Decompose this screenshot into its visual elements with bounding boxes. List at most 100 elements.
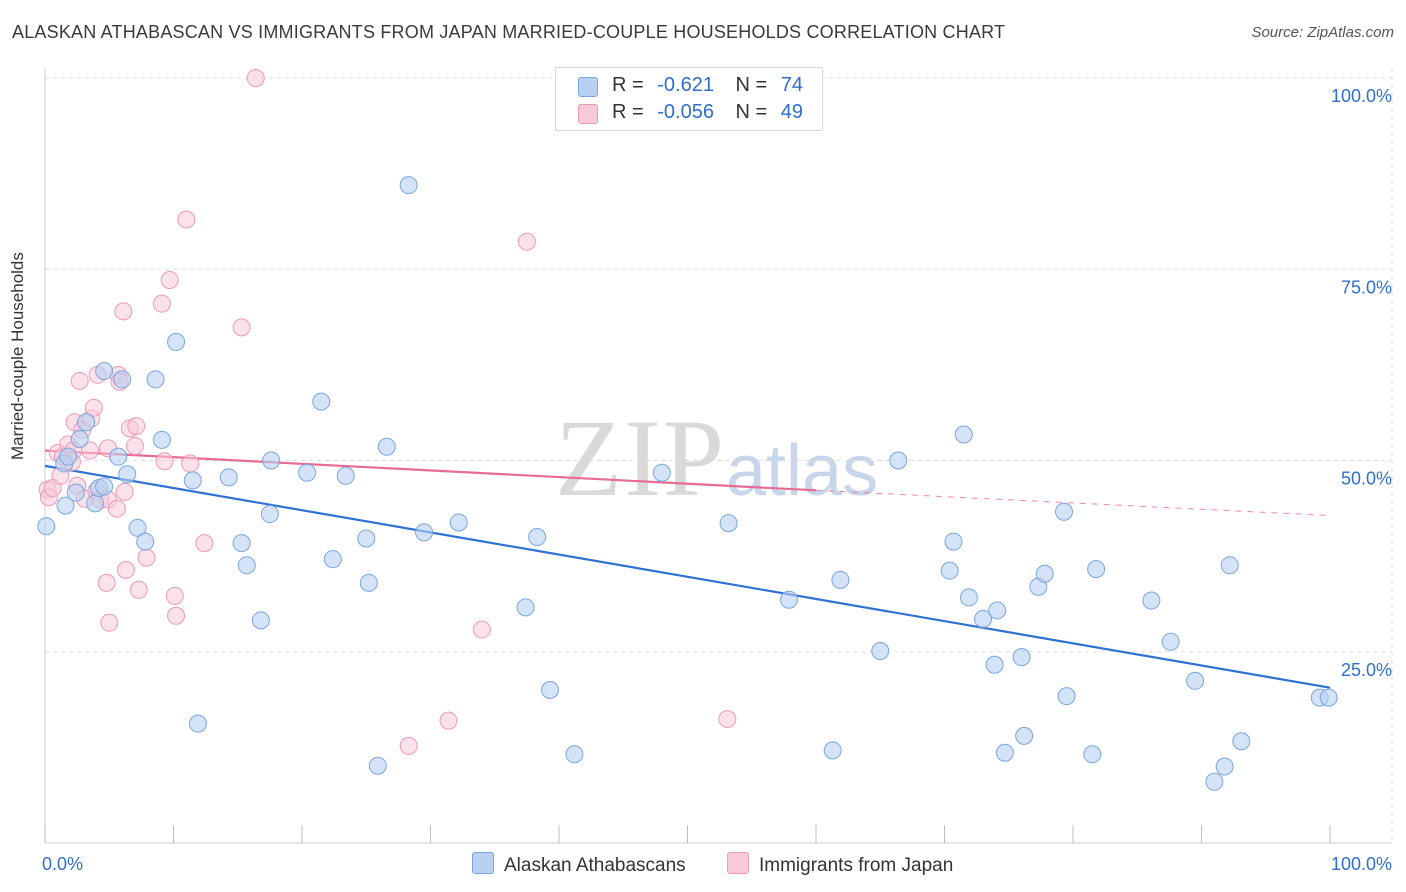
athabascan-point	[70, 430, 89, 449]
correlation-legend: R = -0.621 N = 74 R = -0.056 N = 49	[555, 67, 823, 131]
athabascan-point	[974, 609, 993, 628]
japan-point	[97, 573, 116, 592]
athabascan-point	[1057, 687, 1076, 706]
athabascan-point	[56, 496, 75, 515]
legend-swatch-pink	[578, 104, 598, 124]
athabascan-point	[260, 505, 279, 524]
x-tick-label: 100.0%	[1331, 854, 1392, 874]
athabascan-point	[1142, 591, 1161, 610]
athabascan-point	[399, 176, 418, 195]
athabascan-point	[377, 437, 396, 456]
legend-n-label: N =	[735, 101, 768, 123]
source-note: Source: ZipAtlas.com	[1251, 24, 1394, 41]
axes	[44, 68, 1392, 844]
japan-point	[195, 534, 214, 553]
athabascan-point	[59, 447, 78, 466]
japan-point	[155, 452, 174, 471]
japan-point	[137, 548, 156, 567]
y-tick-label: 50.0%	[1341, 469, 1392, 489]
japan-point	[232, 318, 251, 337]
athabascan-point	[1215, 757, 1234, 776]
athabascan-point	[944, 532, 963, 551]
y-tick-label: 25.0%	[1341, 660, 1392, 680]
japan-point	[80, 441, 99, 460]
athabascan-point	[357, 529, 376, 548]
athabascan-point	[312, 392, 331, 411]
bottom-legend-athabascan: Alaskan Athabascans	[472, 852, 686, 877]
athabascan-point	[449, 513, 468, 532]
athabascan-point	[1087, 560, 1106, 579]
athabascan-point	[415, 523, 434, 542]
athabascan-point	[985, 655, 1004, 674]
athabascan-point	[1232, 732, 1251, 751]
watermark-main: ZIP	[555, 397, 726, 519]
athabascan-point	[336, 466, 355, 485]
japan-point	[167, 606, 186, 625]
athabascan-trend-line	[44, 464, 1331, 689]
athabascan-point	[167, 332, 186, 351]
y-tick-label: 100.0%	[1331, 86, 1392, 106]
japan-point	[399, 736, 418, 755]
japan-point	[125, 436, 144, 455]
watermark-sub: atlas	[726, 431, 879, 511]
athabascan-point	[889, 451, 908, 470]
athabascan-point	[940, 561, 959, 580]
japan-point	[127, 417, 146, 436]
legend-swatch-blue	[578, 77, 598, 97]
athabascan-point	[780, 590, 799, 609]
athabascan-point	[995, 743, 1014, 762]
japan-point	[165, 586, 184, 605]
japan-point	[160, 270, 179, 289]
watermark: ZIPatlas	[555, 395, 878, 522]
athabascan-point	[1319, 688, 1338, 707]
japan-point	[100, 613, 119, 632]
japan-point	[129, 580, 148, 599]
athabascan-point	[136, 532, 155, 551]
japan-point	[114, 302, 133, 321]
japan-point	[718, 710, 737, 729]
athabascan-point	[232, 534, 251, 553]
legend-n-label: N =	[735, 74, 768, 96]
athabascan-point	[1186, 671, 1205, 690]
y-axis-label: Married-couple Households	[8, 252, 27, 460]
trend-lines	[44, 449, 1331, 689]
athabascan-point	[118, 465, 137, 484]
bottom-legend-swatch-blue	[472, 852, 494, 874]
athabascan-point	[77, 413, 96, 432]
athabascan-point	[565, 745, 584, 764]
legend-r-value: -0.621	[657, 74, 714, 96]
athabascan-point	[37, 517, 56, 536]
athabascan-point	[66, 483, 85, 502]
athabascan-point	[183, 471, 202, 490]
japan-point	[472, 620, 491, 639]
athabascan-point	[188, 714, 207, 733]
athabascan-point	[146, 370, 165, 389]
japan-point	[517, 232, 536, 251]
bottom-legend-label: Alaskan Athabascans	[504, 855, 686, 876]
series-athabascan-points	[37, 176, 1338, 791]
athabascan-point	[1083, 745, 1102, 764]
athabascan-point	[262, 451, 281, 470]
japan-point	[177, 210, 196, 229]
gridlines	[45, 68, 1393, 843]
bottom-legend-label: Immigrants from Japan	[759, 855, 954, 876]
athabascan-point	[719, 514, 738, 533]
athabascan-point	[152, 430, 171, 449]
athabascan-point	[113, 370, 132, 389]
athabascan-point	[1035, 564, 1054, 583]
athabascan-point	[1055, 502, 1074, 521]
athabascan-point	[219, 468, 238, 487]
japan-trend-extension	[815, 489, 1331, 517]
athabascan-point	[237, 556, 256, 575]
chart-title: ALASKAN ATHABASCAN VS IMMIGRANTS FROM JA…	[12, 22, 1006, 42]
athabascan-point	[1205, 772, 1224, 791]
athabascan-point	[1161, 632, 1180, 651]
tick-labels: 25.0% 50.0% 75.0% 100.0% 0.0% 100.0%	[42, 86, 1392, 874]
x-tick-label: 0.0%	[42, 854, 83, 874]
athabascan-point	[95, 361, 114, 380]
legend-n-value: 49	[780, 101, 804, 123]
athabascan-point	[516, 598, 535, 617]
athabascan-point	[1220, 556, 1239, 575]
japan-trend-line	[44, 449, 817, 492]
